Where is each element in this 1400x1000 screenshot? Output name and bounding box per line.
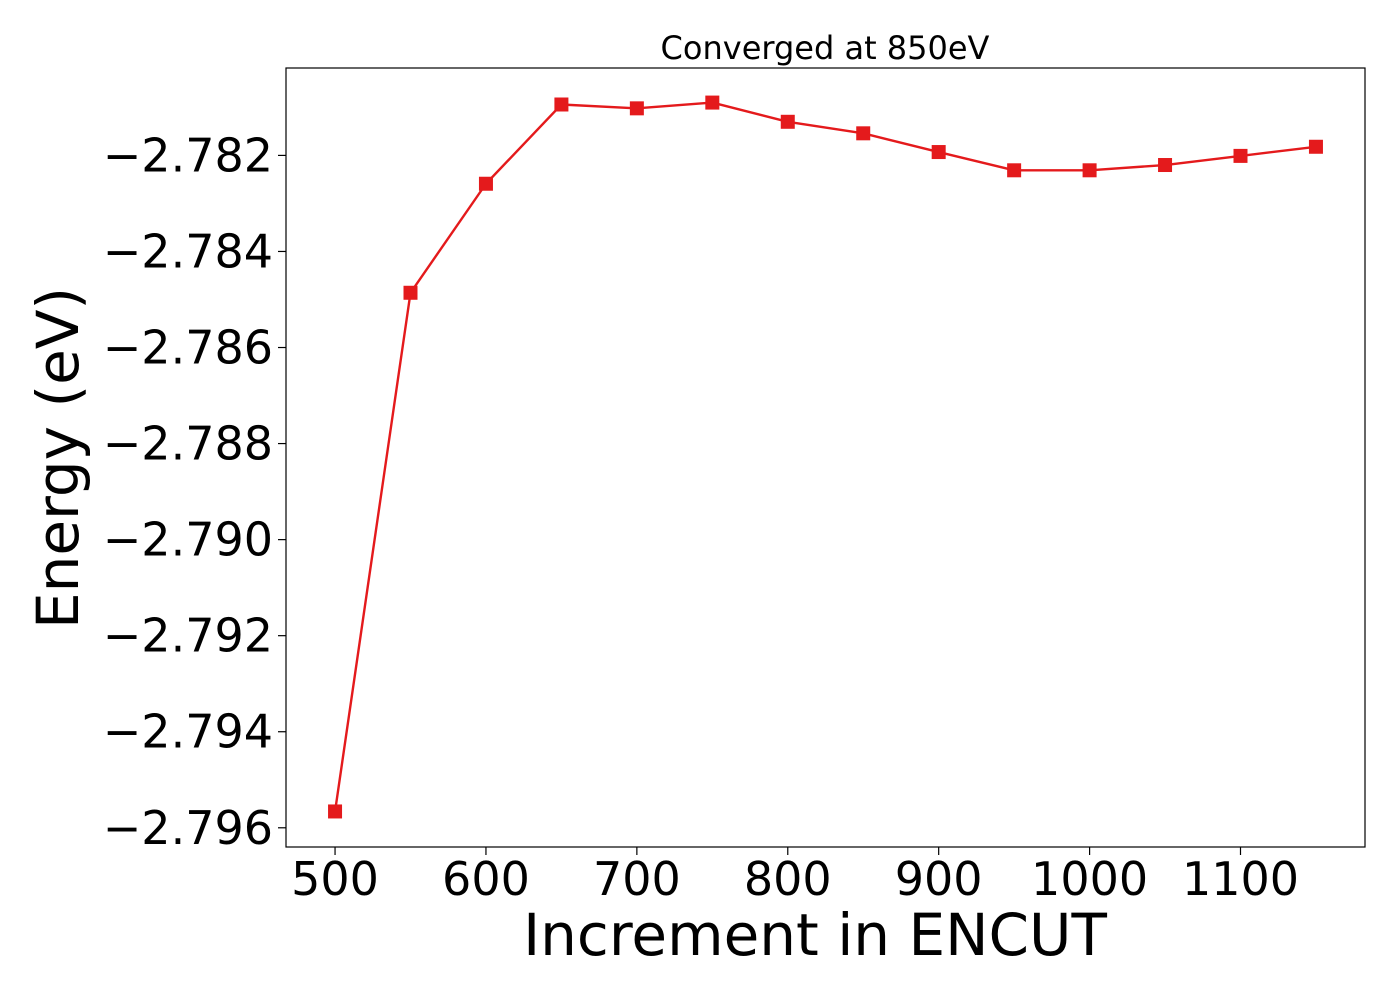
data-point-marker [403, 285, 418, 300]
x-axis-ticks: 500 600 700 800 900 1000 1100 [291, 847, 1299, 906]
data-point-marker [931, 145, 946, 160]
y-tick-label: −2.794 [103, 705, 273, 759]
chart-title: Converged at 850eV [661, 29, 990, 67]
series-layer [328, 95, 1323, 819]
data-point-marker [328, 804, 343, 819]
x-axis-label: Increment in ENCUT [523, 901, 1107, 969]
y-axis-ticks: −2.782 −2.784 −2.786 −2.788 −2.790 −2.792 −2.7… [103, 128, 286, 855]
data-point-marker [1233, 148, 1248, 163]
y-tick-label: −2.784 [103, 224, 273, 278]
data-point-marker [1158, 158, 1173, 173]
y-tick-label: −2.796 [103, 801, 273, 855]
data-point-marker [1082, 163, 1097, 178]
y-tick-label: −2.782 [103, 128, 273, 182]
y-tick-label: −2.786 [103, 321, 273, 375]
data-point-marker [629, 101, 644, 116]
y-tick-label: −2.792 [103, 609, 273, 663]
x-tick-label: 600 [442, 852, 530, 906]
data-point-marker [554, 97, 569, 112]
x-tick-label: 900 [895, 852, 983, 906]
data-point-marker [856, 126, 871, 141]
y-tick-label: −2.790 [103, 513, 273, 567]
data-point-marker [1007, 163, 1022, 178]
data-point-marker [705, 95, 720, 110]
plot-area-frame [285, 67, 1366, 848]
data-point-marker [478, 176, 493, 191]
x-tick-label: 700 [593, 852, 681, 906]
x-tick-label: 1000 [1031, 852, 1148, 906]
x-tick-label: 800 [744, 852, 832, 906]
y-tick-label: −2.788 [103, 417, 273, 471]
series-line [333, 101, 1317, 812]
x-tick-label: 500 [291, 852, 379, 906]
data-point-marker [1308, 139, 1323, 154]
data-point-marker [780, 114, 795, 129]
y-axis-label: Energy (eV) [24, 287, 92, 629]
x-tick-label: 1100 [1182, 852, 1299, 906]
